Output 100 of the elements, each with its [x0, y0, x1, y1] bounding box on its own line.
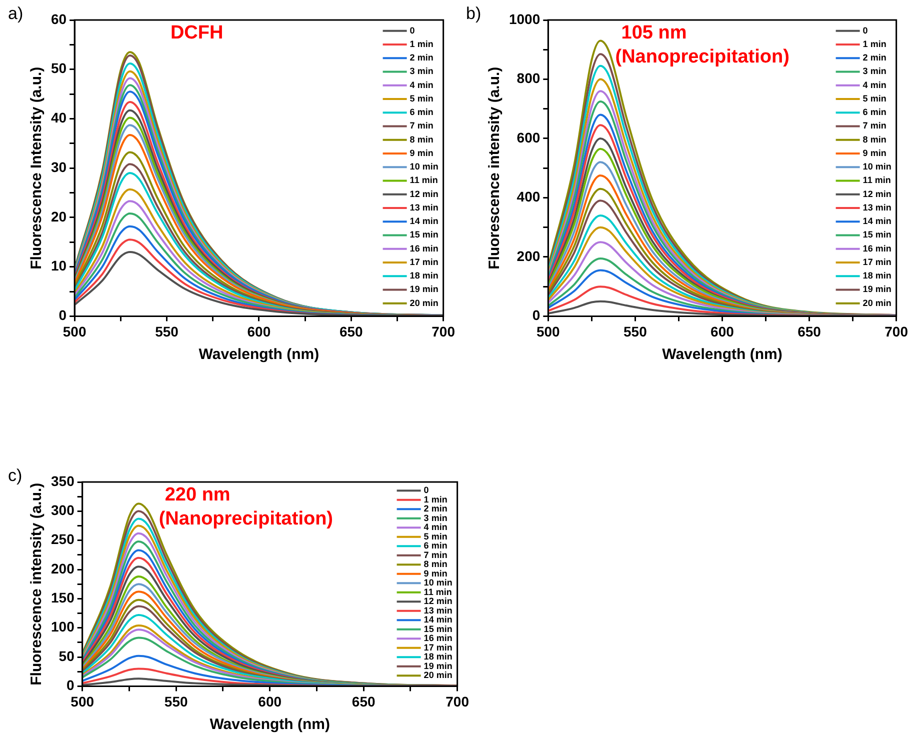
legend-label: 14 min	[424, 614, 452, 625]
y-tick-label: 350	[51, 472, 75, 489]
legend-label: 4 min	[424, 522, 448, 532]
legend-label: 10 min	[424, 578, 452, 588]
legend-label: 9 min	[424, 568, 448, 578]
legend-label: 14 min	[410, 216, 438, 226]
legend-label: 4 min	[410, 80, 434, 90]
legend-label: 5 min	[410, 93, 434, 104]
legend-label: 17 min	[410, 256, 438, 267]
x-axis-title: Wavelength (nm)	[662, 346, 782, 364]
y-tick-label: 30	[50, 158, 67, 175]
legend-label: 15 min	[424, 624, 452, 634]
y-tick-label: 100	[51, 618, 75, 635]
y-tick-label: 60	[50, 10, 67, 27]
legend-label: 4 min	[862, 80, 886, 90]
y-tick-label: 1000	[508, 10, 540, 27]
x-tick-label: 700	[884, 323, 908, 340]
x-tick-label: 550	[155, 323, 179, 340]
x-tick-label: 500	[70, 693, 94, 710]
legend-label: 14 min	[862, 216, 892, 226]
legend-label: 13 min	[424, 605, 452, 616]
legend-label: 7 min	[424, 550, 448, 560]
x-tick-label: 500	[62, 323, 86, 340]
legend-label: 6 min	[410, 107, 434, 118]
legend-label: 3 min	[410, 66, 434, 76]
y-tick-label: 0	[66, 677, 75, 694]
legend-label: 0	[410, 25, 415, 36]
y-tick-label: 20	[50, 208, 67, 224]
y-tick-label: 0	[58, 307, 67, 324]
y-tick-label: 40	[50, 110, 67, 126]
legend-label: 13 min	[862, 202, 892, 212]
legend-label: 18 min	[862, 270, 892, 281]
x-axis-title: Wavelength (nm)	[198, 346, 320, 364]
legend-label: 8 min	[862, 134, 886, 144]
y-axis-title: Fluorescence intensity (a.u.)	[28, 482, 46, 686]
legend-label: 9 min	[862, 148, 886, 158]
legend-label: 2 min	[862, 52, 886, 63]
legend-label: 2 min	[410, 52, 434, 63]
x-tick-label: 500	[536, 323, 560, 340]
x-tick-label: 600	[247, 323, 271, 340]
legend-label: 15 min	[410, 230, 438, 240]
legend-label: 0	[424, 485, 429, 496]
legend-label: 20 min	[424, 670, 452, 680]
y-tick-label: 0	[532, 307, 540, 324]
legend-label: 12 min	[862, 188, 892, 199]
legend-label: 6 min	[424, 540, 448, 551]
legend-label: 20 min	[410, 298, 438, 308]
y-tick-label: 150	[51, 590, 75, 606]
y-tick-label: 300	[51, 502, 75, 518]
y-tick-label: 800	[516, 70, 540, 86]
y-tick-label: 10	[50, 258, 67, 274]
legend-label: 12 min	[410, 188, 438, 199]
legend-label: 17 min	[862, 256, 892, 267]
legend-label: 17 min	[424, 642, 452, 652]
x-tick-label: 650	[339, 323, 364, 340]
legend-label: 18 min	[410, 270, 438, 281]
legend-label: 1 min	[424, 494, 448, 504]
y-tick-label: 600	[516, 129, 540, 146]
legend-label: 1 min	[410, 38, 434, 49]
x-tick-label: 650	[798, 323, 822, 340]
legend-label: 10 min	[862, 162, 892, 172]
x-tick-label: 600	[710, 323, 734, 340]
y-tick-label: 200	[516, 248, 540, 264]
y-tick-label: 400	[516, 188, 540, 205]
y-tick-label: 200	[51, 560, 75, 576]
legend-label: 1 min	[862, 38, 886, 49]
legend-label: 3 min	[424, 512, 448, 523]
legend-label: 2 min	[424, 504, 448, 514]
y-axis-title: Fluorescence intensity (a.u.)	[486, 66, 504, 270]
y-tick-label: 50	[50, 60, 67, 76]
legend-label: 8 min	[410, 134, 434, 144]
legend-label: 19 min	[424, 660, 452, 671]
text: c)	[8, 466, 22, 486]
legend-label: 5 min	[424, 531, 448, 542]
x-tick-label: 700	[432, 323, 456, 340]
x-tick-label: 600	[258, 693, 282, 710]
legend-label: 11 min	[862, 175, 891, 186]
y-axis-title: Fluorescence Intensity (a.u.)	[28, 66, 46, 270]
text: 220 nm (Nanoprecipitation)	[158, 484, 334, 530]
legend-label: 10 min	[410, 162, 438, 172]
x-axis-title: Wavelength (nm)	[210, 716, 330, 734]
legend-label: 20 min	[862, 298, 892, 308]
legend-label: 7 min	[862, 120, 886, 131]
legend-label: 6 min	[862, 107, 886, 118]
legend-label: 16 min	[862, 243, 892, 254]
legend-label: 19 min	[862, 284, 892, 294]
legend-label: 7 min	[410, 120, 434, 131]
legend-label: 13 min	[410, 202, 438, 212]
legend-label: 5 min	[862, 93, 886, 104]
legend-label: 19 min	[410, 284, 438, 294]
legend-label: 3 min	[862, 66, 886, 76]
legend-label: 16 min	[424, 633, 452, 644]
x-tick-label: 550	[164, 693, 188, 710]
legend-label: 12 min	[424, 596, 452, 606]
text: b)	[466, 4, 482, 24]
legend-label: 15 min	[862, 230, 892, 240]
legend-label: 8 min	[424, 559, 448, 570]
x-tick-label: 650	[352, 693, 376, 710]
legend-label: 11 min	[410, 175, 438, 186]
text: a)	[8, 4, 24, 24]
